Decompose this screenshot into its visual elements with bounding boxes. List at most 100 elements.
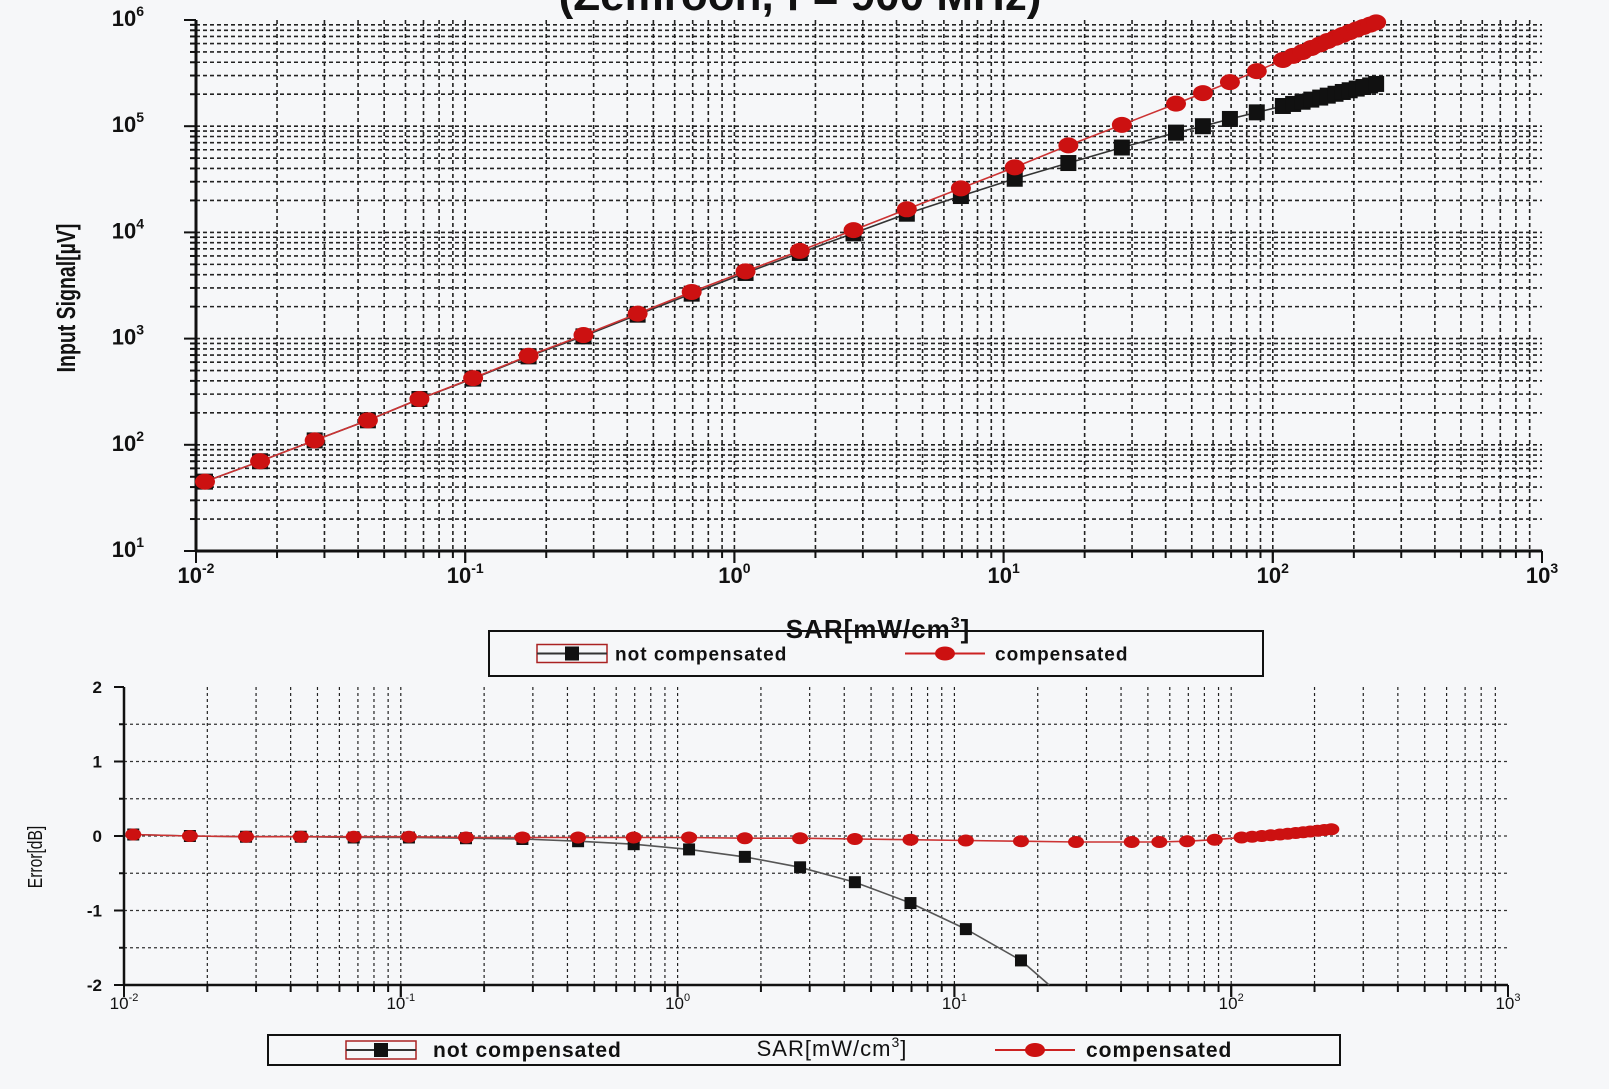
top-point-compensated xyxy=(1111,116,1132,133)
top-legend-marker-not-compensated xyxy=(565,646,579,661)
top-point-compensated xyxy=(357,412,378,429)
bottom-series xyxy=(125,823,1340,986)
bot-x-tick-label: 10-1 xyxy=(386,992,415,1013)
top-point-compensated xyxy=(1219,74,1240,91)
top-point-compensated xyxy=(735,263,756,280)
bottom-y-axis-label: Error[dB] xyxy=(24,826,46,888)
bot-point-compensated xyxy=(1206,833,1223,846)
bot-point-compensated xyxy=(1179,835,1196,848)
bot-point-compensated xyxy=(681,831,698,844)
top-point-compensated xyxy=(518,347,539,364)
bot-point-compensated xyxy=(957,834,974,847)
top-x-tick-label: 10-1 xyxy=(447,560,484,588)
top-point-compensated xyxy=(1366,14,1387,31)
top-legend-box xyxy=(488,630,1264,677)
bot-point-compensated xyxy=(181,830,198,842)
bot-point-compensated xyxy=(1123,835,1140,848)
top-point-compensated xyxy=(950,180,971,197)
top-point-compensated xyxy=(304,432,325,449)
bot-point-compensated xyxy=(1151,835,1168,848)
bot-point-compensated xyxy=(736,832,753,845)
top-point-compensated xyxy=(409,390,430,407)
bot-x-tick-label: 10-2 xyxy=(110,992,139,1013)
top-point-compensated xyxy=(1166,95,1187,112)
bot-x-tick-label: 102 xyxy=(1219,992,1244,1013)
top-axes xyxy=(184,19,1543,563)
bot-x-tick-label: 100 xyxy=(665,992,690,1013)
bot-point-not-compensated xyxy=(738,850,751,863)
bot-point-not-compensated xyxy=(794,861,807,874)
top-legend: not compensated compensated xyxy=(488,630,1264,677)
top-grid xyxy=(196,20,1542,551)
bot-y-tick-label: 1 xyxy=(93,753,102,772)
bot-point-not-compensated xyxy=(848,876,861,889)
bot-legend-box xyxy=(267,1034,1341,1066)
chart-title: (Zemroon, f = 900 MHz) xyxy=(559,0,1042,20)
bot-legend-marker-compensated xyxy=(1025,1043,1045,1057)
bot-legend-label-compensated: compensated xyxy=(1086,1039,1232,1062)
bot-y-tick-label: 0 xyxy=(93,827,102,846)
top-point-compensated xyxy=(681,283,702,300)
bottom-chart: 10-2 10-1 100 101 102 103 -2 -1 0 1 2 Error[dB] SA… xyxy=(24,678,1521,1066)
top-point-compensated xyxy=(573,327,594,344)
bot-point-compensated xyxy=(1068,835,1085,848)
bot-point-compensated xyxy=(238,830,255,843)
top-legend-label-compensated: compensated xyxy=(995,645,1128,666)
bot-point-compensated xyxy=(902,833,919,846)
top-point-not-compensated xyxy=(1248,104,1265,121)
bot-legend-marker-not-compensated xyxy=(374,1043,388,1057)
bot-point-compensated xyxy=(400,830,417,843)
top-tick-labels: 10-2 10-1 100 101 102 103 101 102 103 104 105 106 xyxy=(112,3,1559,588)
top-x-tick-label: 101 xyxy=(987,560,1019,588)
bot-point-compensated xyxy=(125,828,142,841)
top-point-compensated xyxy=(627,305,648,322)
top-chart: 10-2 10-1 100 101 102 103 101 102 103 104 105 106 I… xyxy=(51,3,1559,677)
bot-point-compensated xyxy=(292,830,309,843)
top-point-not-compensated xyxy=(1113,139,1130,156)
top-point-not-compensated xyxy=(1368,75,1385,92)
top-point-not-compensated xyxy=(1221,110,1238,127)
top-legend-label-not-compensated: not compensated xyxy=(615,645,787,666)
top-legend-marker-compensated xyxy=(935,646,955,661)
top-y-tick-label: 103 xyxy=(112,322,144,350)
top-y-tick-label: 102 xyxy=(112,428,144,456)
bot-y-tick-label: -2 xyxy=(87,976,102,995)
top-point-compensated xyxy=(896,201,917,218)
bot-point-compensated xyxy=(570,831,587,844)
top-series-line-not-compensated xyxy=(204,83,1377,483)
bot-point-compensated xyxy=(345,830,362,843)
bot-point-compensated xyxy=(1012,835,1029,848)
top-x-tick-label: 10-2 xyxy=(178,560,215,588)
top-point-compensated xyxy=(463,370,484,387)
top-y-axis-label: Input Signal[µV] xyxy=(51,224,80,373)
bot-point-not-compensated xyxy=(1014,954,1027,967)
top-x-tick-label: 103 xyxy=(1526,560,1558,588)
top-point-compensated xyxy=(1246,63,1267,80)
top-point-not-compensated xyxy=(1194,118,1211,135)
bottom-tick-labels: 10-2 10-1 100 101 102 103 -2 -1 0 1 2 xyxy=(87,678,1521,1013)
top-point-compensated xyxy=(1058,137,1079,154)
top-point-compensated xyxy=(843,222,864,239)
bottom-axes xyxy=(114,686,1509,997)
bot-point-not-compensated xyxy=(904,897,917,910)
bot-point-not-compensated xyxy=(959,923,972,936)
top-y-tick-label: 105 xyxy=(112,109,144,137)
top-point-not-compensated xyxy=(1060,155,1077,172)
top-x-tick-label: 102 xyxy=(1257,560,1289,588)
bot-point-compensated xyxy=(792,832,809,845)
bot-x-tick-label: 103 xyxy=(1495,992,1520,1013)
top-x-tick-label: 100 xyxy=(718,560,750,588)
top-y-tick-label: 106 xyxy=(112,3,144,31)
top-point-compensated xyxy=(789,242,810,259)
top-point-compensated xyxy=(1192,85,1213,102)
top-point-compensated xyxy=(250,453,271,470)
top-point-not-compensated xyxy=(1168,124,1185,141)
top-point-compensated xyxy=(194,473,215,490)
top-point-not-compensated xyxy=(1006,170,1023,187)
top-y-tick-label: 101 xyxy=(112,534,144,562)
top-y-tick-label: 104 xyxy=(112,215,144,243)
bot-point-compensated xyxy=(1323,823,1340,836)
top-x-axis-label: SAR[mW/cm3] xyxy=(786,614,971,644)
top-point-compensated xyxy=(1004,159,1025,176)
